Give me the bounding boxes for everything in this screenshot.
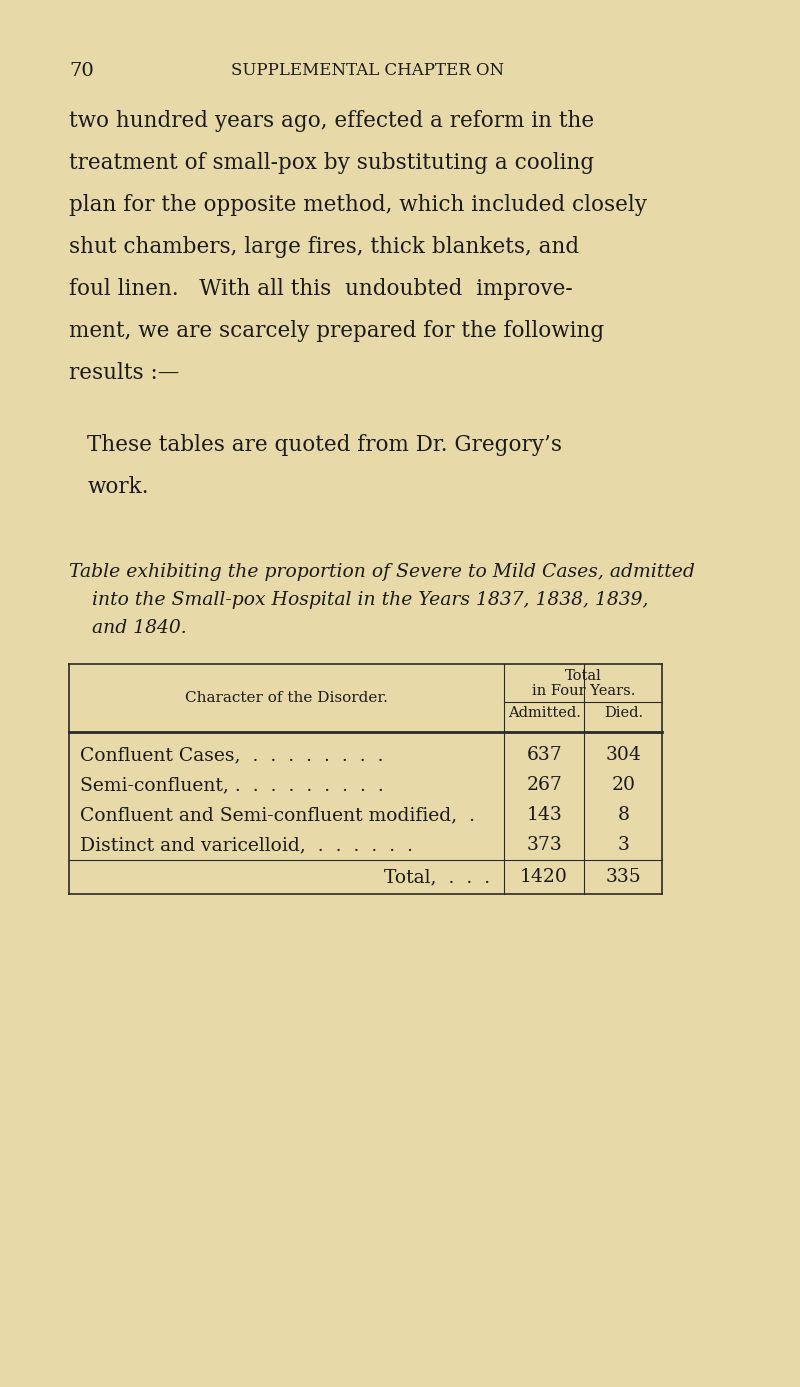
Text: Admitted.: Admitted.	[508, 706, 581, 720]
Text: 20: 20	[611, 775, 635, 793]
Text: results :—: results :—	[69, 362, 179, 384]
Text: Total,  .  .  .: Total, . . .	[384, 868, 490, 886]
Text: two hundred years ago, effected a reform in the: two hundred years ago, effected a reform…	[69, 110, 594, 132]
Text: These tables are quoted from Dr. Gregory’s: These tables are quoted from Dr. Gregory…	[87, 434, 562, 456]
Text: 373: 373	[526, 836, 562, 854]
Text: Character of the Disorder.: Character of the Disorder.	[185, 691, 388, 705]
Text: Semi-confluent, .  .  .  .  .  .  .  .  .: Semi-confluent, . . . . . . . . .	[80, 775, 384, 793]
Text: 304: 304	[606, 746, 642, 764]
Text: into the Small-pox Hospital in the Years 1837, 1838, 1839,: into the Small-pox Hospital in the Years…	[92, 591, 649, 609]
Text: Table exhibiting the proportion of Severe to Mild Cases, admitted: Table exhibiting the proportion of Sever…	[69, 563, 695, 581]
Text: work.: work.	[87, 476, 149, 498]
Text: Confluent and Semi-confluent modified,  .: Confluent and Semi-confluent modified, .	[80, 806, 475, 824]
Text: 1420: 1420	[520, 868, 568, 886]
Text: 143: 143	[526, 806, 562, 824]
Text: 637: 637	[526, 746, 562, 764]
Text: and 1840.: and 1840.	[92, 619, 186, 637]
Text: treatment of small-pox by substituting a cooling: treatment of small-pox by substituting a…	[69, 153, 594, 173]
Text: 3: 3	[618, 836, 630, 854]
Text: SUPPLEMENTAL CHAPTER ON: SUPPLEMENTAL CHAPTER ON	[231, 62, 505, 79]
Text: Distinct and varicelloid,  .  .  .  .  .  .: Distinct and varicelloid, . . . . . .	[80, 836, 413, 854]
Text: 8: 8	[618, 806, 630, 824]
Text: shut chambers, large fires, thick blankets, and: shut chambers, large fires, thick blanke…	[69, 236, 579, 258]
Text: plan for the opposite method, which included closely: plan for the opposite method, which incl…	[69, 194, 647, 216]
Text: Confluent Cases,  .  .  .  .  .  .  .  .: Confluent Cases, . . . . . . . .	[80, 746, 383, 764]
Text: foul linen.   With all this  undoubted  improve-: foul linen. With all this undoubted impr…	[69, 277, 573, 300]
Text: 335: 335	[606, 868, 641, 886]
Text: in Four Years.: in Four Years.	[531, 684, 635, 698]
Text: 267: 267	[526, 775, 562, 793]
Text: Total: Total	[565, 669, 602, 682]
Text: 70: 70	[69, 62, 94, 80]
Text: Died.: Died.	[604, 706, 643, 720]
Text: ment, we are scarcely prepared for the following: ment, we are scarcely prepared for the f…	[69, 320, 604, 343]
